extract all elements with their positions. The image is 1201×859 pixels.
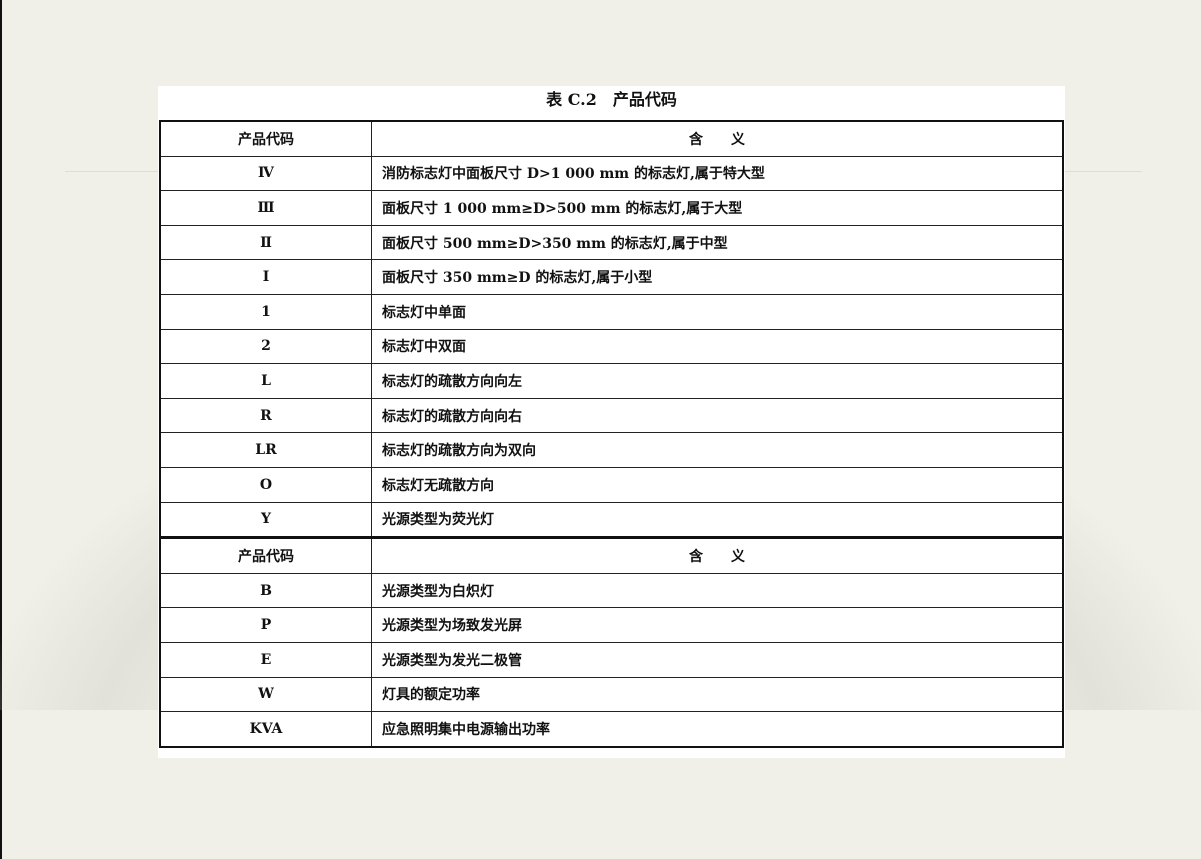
header-meaning: 含 义 (371, 120, 1064, 157)
code-cell: LR (159, 432, 372, 468)
meaning-cell: 面板尺寸 1 000 mm≥D>500 mm 的标志灯,属于大型 (371, 190, 1064, 226)
document-page: 表 C.2 产品代码 产品代码 含 义 Ⅳ 消防标志灯中面板尺寸 D>1 000 … (158, 86, 1065, 758)
meaning-cell: 面板尺寸 500 mm≥D>350 mm 的标志灯,属于中型 (371, 224, 1064, 261)
decor-line-left (65, 171, 160, 172)
meaning-cell: 标志灯的疏散方向向右 (371, 397, 1064, 434)
code-cell: P (159, 607, 372, 643)
meaning-cell: 标志灯中双面 (371, 328, 1064, 365)
meaning-cell: 应急照明集中电源输出功率 (371, 711, 1064, 748)
meaning-cell: 光源类型为白炽灯 (371, 572, 1064, 609)
table-header-row: 产品代码 含 义 (159, 120, 1064, 157)
meaning-cell: 光源类型为发光二极管 (371, 641, 1064, 678)
table-row: Ⅰ 面板尺寸 350 mm≥D 的标志灯,属于小型 (159, 259, 1064, 295)
table-title: 表 C.2 产品代码 (546, 90, 677, 109)
code-cell: Ⅲ (159, 190, 372, 226)
code-cell: B (159, 572, 372, 609)
code-cell: Ⅱ (159, 224, 372, 261)
code-cell: E (159, 641, 372, 678)
table-row: P 光源类型为场致发光屏 (159, 607, 1064, 643)
table-row: LR 标志灯的疏散方向为双向 (159, 432, 1064, 468)
code-cell: Ⅰ (159, 259, 372, 295)
table-row: Ⅳ 消防标志灯中面板尺寸 D>1 000 mm 的标志灯,属于特大型 (159, 155, 1064, 192)
product-code-table: 产品代码 含 义 Ⅳ 消防标志灯中面板尺寸 D>1 000 mm 的标志灯,属于特… (159, 120, 1064, 748)
table-row: 2 标志灯中双面 (159, 328, 1064, 365)
table-row: O 标志灯无疏散方向 (159, 466, 1064, 503)
table-row: E 光源类型为发光二极管 (159, 641, 1064, 678)
meaning-cell: 消防标志灯中面板尺寸 D>1 000 mm 的标志灯,属于特大型 (371, 155, 1064, 192)
code-cell: O (159, 466, 372, 503)
header-meaning: 含 义 (371, 536, 1064, 574)
code-cell: 1 (159, 293, 372, 330)
code-cell: 2 (159, 328, 372, 365)
table-row: Ⅱ 面板尺寸 500 mm≥D>350 mm 的标志灯,属于中型 (159, 224, 1064, 261)
header-code: 产品代码 (159, 120, 372, 157)
code-cell: R (159, 397, 372, 434)
meaning-cell: 灯具的额定功率 (371, 676, 1064, 713)
code-cell: Y (159, 501, 372, 539)
table-header-row-repeat: 产品代码含 义 (159, 536, 1064, 574)
meaning-cell: 标志灯的疏散方向为双向 (371, 432, 1064, 468)
table-row: Ⅲ 面板尺寸 1 000 mm≥D>500 mm 的标志灯,属于大型 (159, 190, 1064, 226)
meaning-cell: 面板尺寸 350 mm≥D 的标志灯,属于小型 (371, 259, 1064, 295)
meaning-cell: 标志灯中单面 (371, 293, 1064, 330)
meaning-cell: 标志灯无疏散方向 (371, 466, 1064, 503)
code-cell: L (159, 363, 372, 399)
header-code: 产品代码 (159, 536, 372, 574)
table-row: KVA 应急照明集中电源输出功率 (159, 711, 1064, 748)
code-cell: Ⅳ (159, 155, 372, 192)
meaning-cell: 光源类型为荧光灯 (371, 501, 1064, 539)
table-row: R 标志灯的疏散方向向右 (159, 397, 1064, 434)
meaning-cell: 标志灯的疏散方向向左 (371, 363, 1064, 399)
table-row: L 标志灯的疏散方向向左 (159, 363, 1064, 399)
table-row: 1 标志灯中单面 (159, 293, 1064, 330)
table-row: B 光源类型为白炽灯 (159, 572, 1064, 609)
code-cell: W (159, 676, 372, 713)
table-row: W 灯具的额定功率 (159, 676, 1064, 713)
table-row: Y 光源类型为荧光灯 (159, 501, 1064, 539)
meaning-cell: 光源类型为场致发光屏 (371, 607, 1064, 643)
decor-line-right (1064, 171, 1142, 172)
code-cell: KVA (159, 711, 372, 748)
